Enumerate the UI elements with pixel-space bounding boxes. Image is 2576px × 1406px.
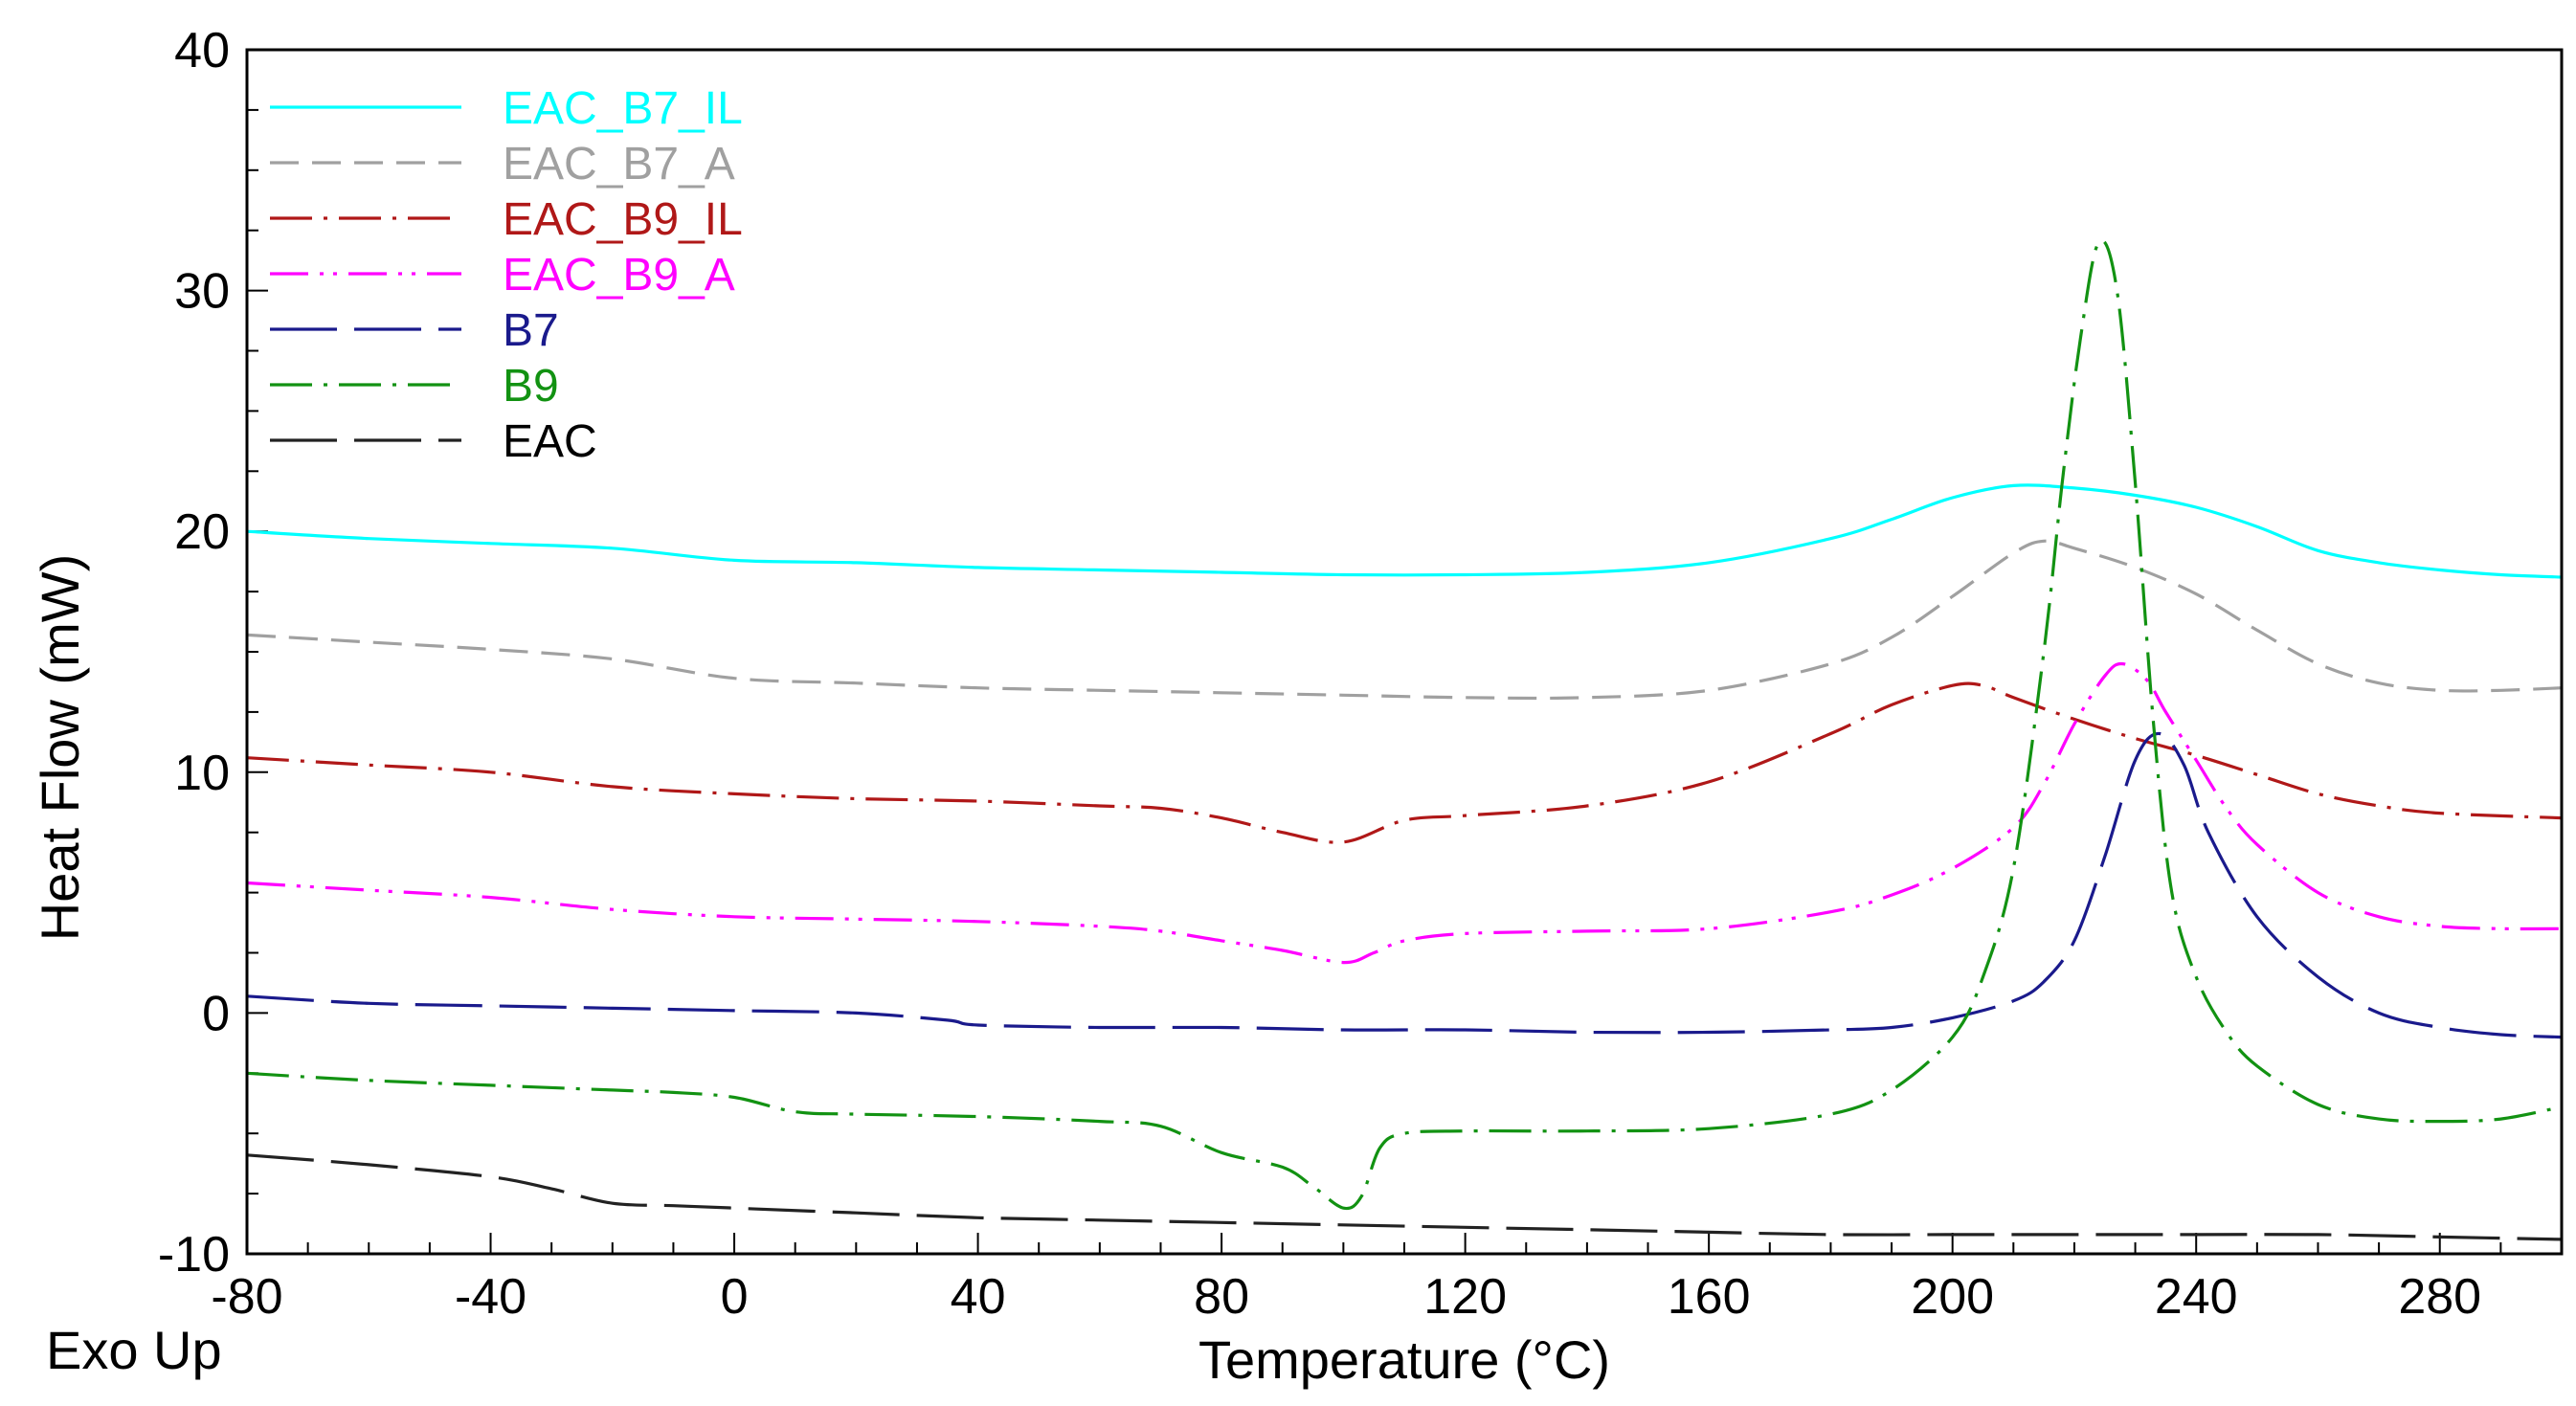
series-lines: [246, 238, 2563, 1241]
plot-frame: [245, 48, 2564, 1256]
legend-label: EAC_B9_A: [503, 250, 735, 301]
y-axis-title: Heat Flow (mW): [30, 554, 90, 941]
x-axis-title: Temperature (°C): [1198, 1329, 1610, 1390]
x-tick-label: 40: [951, 1269, 1006, 1325]
x-tick-label: 120: [1423, 1269, 1507, 1325]
series-line-eac-b7-a: [246, 539, 2563, 701]
series-line-b9: [246, 238, 2563, 1211]
series-line-eac-b7-il: [246, 483, 2563, 579]
x-tick-label: 240: [2155, 1269, 2238, 1325]
y-tick-label: 30: [174, 264, 230, 320]
x-tick-label: 80: [1194, 1269, 1249, 1325]
x-tick-labels: -80 -40 0 40 80 120 160 200 240 280: [211, 1269, 2481, 1325]
series-line-eac-b9-a: [246, 661, 2563, 965]
legend: EAC_B7_ILEAC_B7_AEAC_B9_ILEAC_B9_AB7B9EA…: [270, 83, 743, 467]
legend-label: B7: [503, 305, 559, 356]
legend-label: EAC_B7_A: [503, 139, 735, 190]
legend-label: EAC: [503, 416, 597, 467]
legend-label: B9: [503, 361, 559, 412]
x-tick-label: -80: [211, 1269, 282, 1325]
x-tick-label: 280: [2398, 1269, 2481, 1325]
y-tick-label: -10: [158, 1227, 230, 1283]
y-tick-labels: -10 0 10 20 30 40: [158, 23, 230, 1283]
y-tick-label: 0: [202, 986, 230, 1041]
series-line-eac: [246, 1153, 2563, 1241]
series-line-b7: [246, 731, 2563, 1039]
y-tick-label: 40: [174, 23, 230, 78]
series-line-eac-b9-il: [246, 681, 2563, 844]
y-tick-label: 20: [174, 504, 230, 560]
x-tick-label: 0: [721, 1269, 749, 1325]
exo-up-note: Exo Up: [46, 1320, 222, 1380]
x-tick-label: 160: [1668, 1269, 1751, 1325]
legend-label: EAC_B7_IL: [503, 83, 743, 134]
y-tick-label: 10: [174, 746, 230, 801]
x-tick-label: -40: [455, 1269, 526, 1325]
x-tick-label: 200: [1911, 1269, 1994, 1325]
legend-label: EAC_B9_IL: [503, 194, 743, 245]
